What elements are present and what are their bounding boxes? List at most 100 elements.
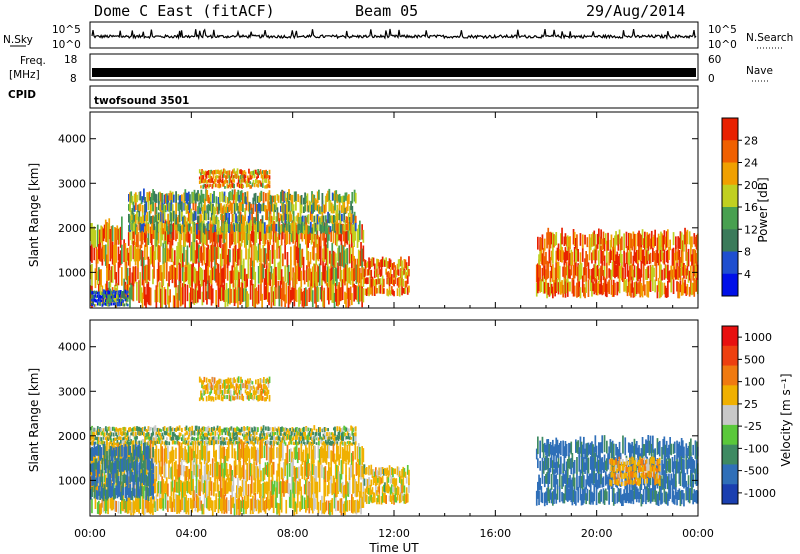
- echo-cell: [204, 435, 206, 440]
- echo-cell: [98, 437, 100, 441]
- echo-cell: [661, 233, 663, 248]
- echo-cell: [195, 425, 198, 431]
- echo-cell: [280, 427, 282, 433]
- echo-cell: [330, 215, 333, 224]
- echo-cell: [367, 269, 369, 276]
- echo-cell: [144, 498, 146, 515]
- echo-cell: [105, 441, 107, 446]
- echo-cell: [176, 435, 179, 441]
- echo-cell: [269, 213, 272, 225]
- echo-cell: [172, 436, 175, 441]
- echo-cell: [237, 498, 239, 510]
- echo-cell: [265, 227, 268, 240]
- echo-cell: [205, 171, 208, 175]
- echo-cell: [149, 471, 152, 483]
- echo-cell: [354, 258, 357, 280]
- echo-cell: [634, 252, 637, 263]
- echo-cell: [122, 437, 124, 441]
- echo-cell: [585, 479, 587, 490]
- echo-cell: [337, 213, 340, 221]
- echo-cell: [660, 486, 662, 505]
- echo-cell: [360, 273, 362, 288]
- echo-cell: [265, 205, 267, 214]
- echo-cell: [229, 177, 232, 183]
- echo-cell: [638, 465, 640, 473]
- echo-cell: [353, 211, 356, 221]
- echo-cell: [562, 250, 564, 260]
- echo-cell: [252, 390, 255, 396]
- echo-cell: [234, 492, 237, 509]
- echo-cell: [619, 238, 622, 251]
- echo-cell: [128, 441, 130, 456]
- echo-cell: [90, 448, 92, 461]
- echo-cell: [372, 257, 375, 266]
- echo-cell: [310, 443, 313, 461]
- echo-cell: [637, 462, 639, 467]
- echo-cell: [614, 260, 616, 279]
- echo-cell: [246, 191, 249, 203]
- echo-cell: [634, 471, 637, 478]
- echo-cell: [163, 430, 166, 435]
- echo-cell: [146, 436, 149, 440]
- echo-cell: [138, 471, 141, 482]
- echo-cell: [338, 471, 340, 492]
- echo-cell: [174, 433, 176, 437]
- echo-cell: [579, 252, 582, 265]
- echo-cell: [138, 462, 141, 472]
- echo-cell: [293, 272, 296, 288]
- echo-cell: [290, 290, 292, 303]
- echo-cell: [189, 441, 191, 445]
- echo-cell: [301, 435, 304, 441]
- echo-cell: [213, 244, 215, 261]
- echo-cell: [132, 431, 135, 437]
- echo-cell: [694, 468, 697, 485]
- echo-cell: [331, 266, 334, 280]
- echo-cell: [595, 265, 598, 280]
- echo-cell: [351, 459, 353, 477]
- echo-cell: [263, 173, 265, 180]
- echo-cell: [339, 196, 342, 203]
- echo-cell: [598, 250, 600, 267]
- echo-cell: [148, 441, 151, 445]
- echo-cell: [233, 377, 235, 383]
- echo-cell: [110, 295, 113, 299]
- echo-cell: [402, 267, 405, 276]
- echo-cell: [233, 289, 236, 306]
- echo-cell: [642, 489, 645, 503]
- echo-cell: [192, 192, 195, 203]
- echo-cell: [185, 192, 188, 204]
- echo-cell: [102, 432, 105, 437]
- echo-cell: [353, 474, 355, 494]
- echo-cell: [106, 254, 108, 269]
- echo-cell: [162, 242, 165, 264]
- echo-cell: [125, 432, 128, 437]
- echo-cell: [338, 245, 340, 266]
- echo-cell: [153, 191, 156, 202]
- echo-cell: [545, 275, 547, 293]
- echo-cell: [602, 231, 605, 250]
- echo-cell: [202, 222, 205, 233]
- echo-cell: [638, 492, 640, 503]
- echo-cell: [640, 283, 643, 296]
- echo-cell: [116, 301, 119, 307]
- echo-cell: [191, 471, 193, 491]
- echo-cell: [371, 497, 374, 504]
- echo-cell: [144, 442, 146, 458]
- echo-cell: [634, 459, 637, 467]
- echo-cell: [161, 455, 163, 475]
- echo-cell: [379, 269, 382, 277]
- echo-cell: [247, 384, 249, 390]
- echo-cell: [203, 171, 206, 176]
- echo-cell: [225, 177, 227, 183]
- echo-cell: [211, 239, 214, 263]
- echo-cell: [252, 197, 255, 205]
- echo-cell: [138, 488, 141, 499]
- echo-cell: [290, 246, 292, 266]
- echo-cell: [140, 216, 143, 224]
- echo-cell: [243, 223, 245, 234]
- echo-cell: [92, 436, 95, 440]
- echo-cell: [207, 221, 210, 231]
- echo-cell: [94, 452, 97, 464]
- echo-cell: [681, 240, 684, 252]
- echo-cell: [145, 429, 148, 432]
